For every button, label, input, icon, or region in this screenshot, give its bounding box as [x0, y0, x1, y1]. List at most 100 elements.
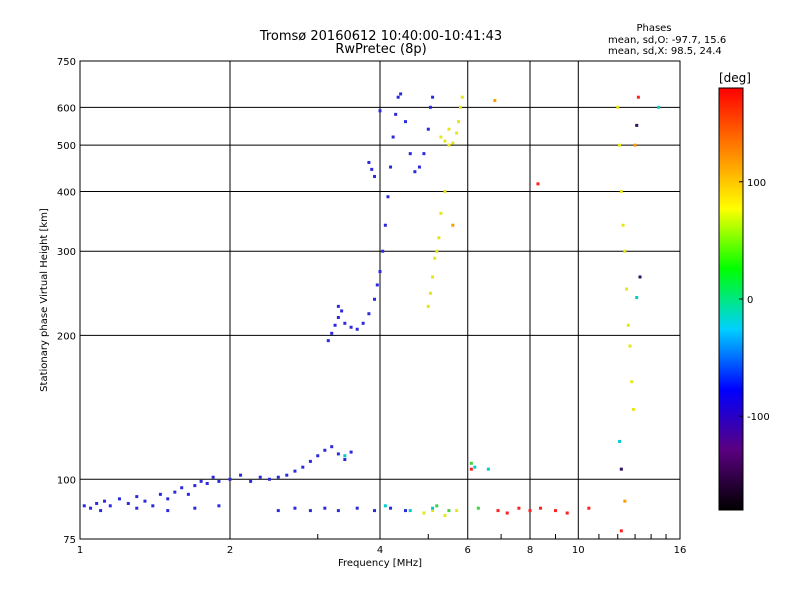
- data-point: [623, 499, 627, 503]
- data-point: [336, 509, 340, 513]
- data-point: [408, 509, 412, 513]
- colorbar-tick-label: 100: [747, 178, 766, 189]
- data-point: [211, 475, 215, 479]
- data-point: [476, 506, 480, 510]
- data-point: [276, 509, 280, 513]
- data-point: [193, 506, 197, 510]
- data-point: [336, 315, 340, 319]
- data-point: [316, 454, 320, 458]
- y-tick-labels: 75 100 200 300 400 500 600 750: [57, 57, 76, 546]
- data-point: [370, 167, 374, 171]
- data-point: [635, 296, 639, 300]
- data-point: [367, 160, 371, 164]
- data-point: [455, 509, 459, 513]
- data-point: [151, 504, 155, 508]
- data-point: [343, 457, 347, 461]
- plot-grid: [80, 61, 680, 539]
- data-point: [391, 135, 395, 139]
- data-point: [285, 473, 289, 477]
- x-tick-label: 10: [572, 545, 585, 556]
- data-point: [435, 249, 439, 253]
- x-tick-label: 4: [377, 545, 383, 556]
- data-point: [426, 304, 430, 308]
- x-tick-labels: 1 2 4 6 8 10 16: [77, 545, 687, 556]
- data-point: [447, 143, 451, 147]
- data-point: [373, 509, 377, 513]
- data-point: [439, 135, 443, 139]
- data-point: [389, 506, 393, 510]
- data-point: [166, 497, 170, 501]
- data-point: [628, 344, 632, 348]
- data-point: [336, 452, 340, 456]
- data-point: [631, 407, 635, 411]
- data-point: [422, 152, 426, 156]
- data-point: [636, 95, 640, 99]
- data-point: [457, 120, 461, 124]
- data-point: [193, 484, 197, 488]
- data-point: [625, 287, 629, 291]
- data-point: [361, 321, 365, 325]
- data-point: [89, 506, 93, 510]
- data-point: [493, 99, 497, 103]
- data-point: [383, 223, 387, 227]
- data-point: [349, 325, 353, 329]
- stats-line-x: mean, sd,X: 98.5, 24.4: [608, 46, 722, 57]
- data-point: [403, 509, 407, 513]
- data-point: [422, 511, 426, 515]
- data-point: [619, 529, 623, 533]
- data-point: [166, 509, 170, 513]
- chart-subtitle: RwPretec (8p): [335, 42, 426, 57]
- data-point: [308, 459, 312, 463]
- data-point: [158, 492, 162, 496]
- data-point: [451, 141, 455, 145]
- data-point: [108, 504, 112, 508]
- data-point: [336, 304, 340, 308]
- data-point: [587, 506, 591, 510]
- data-point: [258, 475, 262, 479]
- stats-line-o: mean, sd,O: -97.7, 15.6: [608, 35, 726, 46]
- data-point: [623, 249, 627, 253]
- chart-title: Tromsø 20160612 10:40:00-10:41:43: [259, 29, 502, 44]
- data-point: [635, 123, 639, 127]
- data-point: [323, 506, 327, 510]
- data-point: [505, 511, 509, 515]
- data-point: [293, 506, 297, 510]
- colorbar-ticks: 100 0 -100: [739, 178, 770, 423]
- data-point: [293, 469, 297, 473]
- colorbar-tick-label: 0: [747, 295, 753, 306]
- y-tick-label: 750: [57, 57, 76, 68]
- data-point: [496, 509, 500, 513]
- data-point: [326, 339, 330, 343]
- data-point: [343, 454, 347, 458]
- data-point: [378, 109, 382, 113]
- data-point: [301, 465, 305, 469]
- data-point: [638, 275, 642, 279]
- data-point: [99, 509, 103, 513]
- data-point: [616, 105, 620, 109]
- x-axis-label: Frequency [MHz]: [338, 558, 422, 569]
- data-point: [186, 492, 190, 496]
- data-point: [199, 479, 203, 483]
- data-point: [82, 504, 86, 508]
- data-point: [517, 506, 521, 510]
- data-point: [431, 95, 435, 99]
- data-point: [217, 479, 221, 483]
- data-point: [381, 249, 385, 253]
- data-point: [383, 504, 387, 508]
- y-tick-label: 200: [57, 331, 76, 342]
- data-point: [396, 95, 400, 99]
- data-point: [633, 143, 637, 147]
- data-point: [389, 165, 393, 169]
- data-point: [330, 331, 334, 335]
- data-point: [373, 174, 377, 178]
- data-point: [435, 504, 439, 508]
- data-point: [431, 509, 435, 513]
- data-point: [428, 291, 432, 295]
- data-point: [340, 309, 344, 313]
- data-point: [330, 445, 334, 449]
- data-point: [437, 236, 441, 240]
- data-point: [460, 95, 464, 99]
- data-point: [399, 92, 403, 96]
- data-point: [378, 270, 382, 274]
- data-point: [413, 170, 417, 174]
